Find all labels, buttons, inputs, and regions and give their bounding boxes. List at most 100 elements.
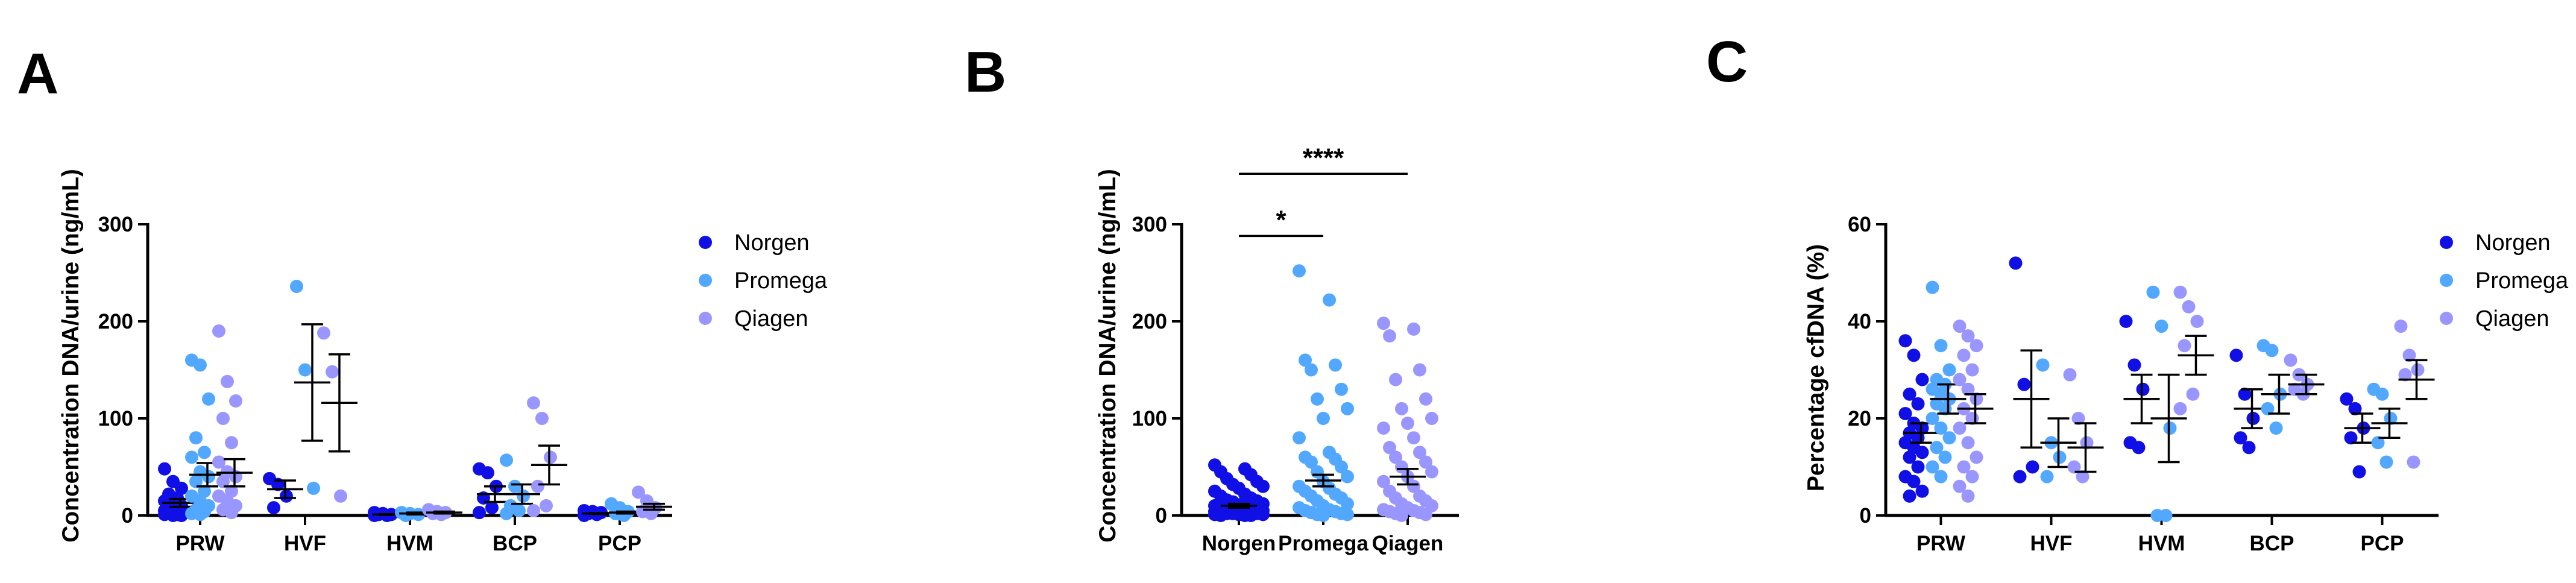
y-tick-label: 200 <box>98 310 133 333</box>
errorbar-qiagen-pcp <box>636 502 672 511</box>
point-qiagen-hvf <box>2076 470 2089 484</box>
point-qiagen-prw <box>1961 489 1975 503</box>
point-norgen-prw <box>1915 373 1929 386</box>
y-tick-label: 300 <box>98 213 133 236</box>
point-norgen-hvf <box>2017 377 2031 391</box>
point-qiagen-pcp <box>2411 363 2425 377</box>
point-qiagen-pcp <box>632 485 645 499</box>
legend-label-norgen: Norgen <box>2475 230 2551 256</box>
point-qiagen-hvf <box>2071 412 2085 425</box>
point-qiagen <box>1377 421 1390 435</box>
point-qiagen <box>1395 402 1408 415</box>
errorbar-qiagen-bcp <box>531 444 567 486</box>
point-norgen <box>1214 509 1227 522</box>
point-promega-bcp <box>500 453 513 467</box>
point-norgen-hvm <box>2119 315 2133 328</box>
point-qiagen-prw <box>225 436 238 450</box>
point-qiagen-pcp <box>2398 368 2412 382</box>
point-qiagen-hvf <box>2063 368 2077 382</box>
point-promega <box>1323 293 1336 307</box>
errorbar-qiagen-hvm <box>426 510 462 515</box>
point-qiagen-pcp <box>2402 348 2416 362</box>
point-norgen-prw <box>1907 474 1921 488</box>
point-qiagen-hvm <box>2186 387 2200 401</box>
point-promega-prw <box>1938 450 1952 464</box>
errorbar-norgen-bcp <box>2234 388 2270 429</box>
y-tick-label: 40 <box>1848 310 1871 333</box>
errorbar-norgen-hvf <box>267 479 303 499</box>
point-norgen-bcp <box>2234 431 2247 445</box>
point-promega-hvf <box>2040 470 2054 484</box>
errorbar-qiagen-hvm <box>2178 335 2214 376</box>
significance-label: **** <box>1303 143 1344 172</box>
point-qiagen-prw <box>229 394 242 408</box>
point-promega-prw <box>1942 363 1956 377</box>
point-qiagen <box>1389 373 1402 386</box>
point-norgen <box>1244 509 1258 522</box>
errorbar-norgen-hvf <box>2013 349 2050 449</box>
point-qiagen-prw <box>212 455 225 469</box>
y-tick-label: 0 <box>1156 504 1167 528</box>
point-norgen-prw <box>1907 348 1921 362</box>
point-promega-prw <box>202 392 215 406</box>
point-qiagen-prw <box>1953 320 1967 333</box>
point-promega-hvf <box>298 363 312 377</box>
panel-c-legend: Norgen Promega Qiagen <box>2440 230 2569 332</box>
legend-marker-norgen <box>2440 236 2453 249</box>
point-norgen-hvf <box>280 489 293 503</box>
panel-a-chart: Concentration DNA/urine (ng/mL) Norgen Pr… <box>58 169 828 555</box>
point-qiagen <box>1401 417 1414 430</box>
point-norgen <box>1256 479 1270 493</box>
panel-letter-c: C <box>1706 30 1748 94</box>
point-qiagen-prw <box>221 374 234 388</box>
point-norgen-prw <box>175 509 188 522</box>
point-promega <box>1341 497 1354 511</box>
x-tick-label-bcp: BCP <box>2250 532 2294 555</box>
point-qiagen <box>1425 465 1438 479</box>
point-promega-hvm <box>2163 421 2177 435</box>
x-tick-label-pcp: PCP <box>2361 532 2404 555</box>
point-qiagen-bcp <box>527 503 540 517</box>
point-promega-prw <box>1934 421 1948 435</box>
point-norgen-bcp <box>481 466 494 480</box>
point-norgen-bcp <box>485 501 499 515</box>
point-qiagen <box>1419 455 1432 469</box>
point-qiagen-hvm <box>2190 315 2204 328</box>
errorbar-promega <box>1305 473 1341 488</box>
point-norgen-prw <box>158 462 171 476</box>
legend-marker-qiagen <box>2440 312 2453 325</box>
point-promega-prw <box>194 508 207 522</box>
point-promega <box>1311 392 1324 406</box>
legend-label-qiagen: Qiagen <box>734 306 808 332</box>
panel-b-chart: Concentration DNA/urine (ng/mL) 0 100 200 3… <box>1095 143 1459 555</box>
point-norgen-bcp <box>2229 348 2243 362</box>
errorbar-qiagen-pcp <box>2398 359 2435 400</box>
point-norgen-bcp <box>2238 387 2252 401</box>
point-norgen-pcp <box>2352 465 2366 479</box>
point-norgen-hvm <box>2136 382 2150 396</box>
point-norgen-pcp <box>2348 402 2362 415</box>
point-promega-prw <box>1926 280 1939 294</box>
panel-c-ylabel: Percentage cfDNA (%) <box>1803 244 1829 491</box>
point-qiagen <box>1425 412 1438 425</box>
point-qiagen-prw <box>1961 382 1975 396</box>
x-tick-label-hvf: HVF <box>2030 532 2073 555</box>
panel-letter-a: A <box>17 42 58 106</box>
x-tick-label-qiagen: Qiagen <box>1372 532 1444 555</box>
x-tick-label-pcp: PCP <box>598 532 641 555</box>
panel-a-legend: Norgen Promega Qiagen <box>699 230 828 332</box>
point-qiagen-prw <box>1965 470 1979 484</box>
legend-label-norgen: Norgen <box>734 230 810 256</box>
point-qiagen-hvf <box>2067 460 2081 474</box>
point-qiagen <box>1419 508 1432 522</box>
point-promega-prw <box>1930 441 1944 455</box>
point-norgen-pcp <box>2344 431 2358 445</box>
errorbar-promega-hvf <box>294 323 330 442</box>
point-norgen-hvm <box>2127 358 2141 372</box>
y-tick-label: 0 <box>122 504 133 528</box>
point-norgen-prw <box>1903 450 1916 464</box>
point-promega-hvf <box>290 280 303 294</box>
errorbar-promega-hvm <box>2150 373 2187 464</box>
panel-letter-b: B <box>965 40 1006 104</box>
